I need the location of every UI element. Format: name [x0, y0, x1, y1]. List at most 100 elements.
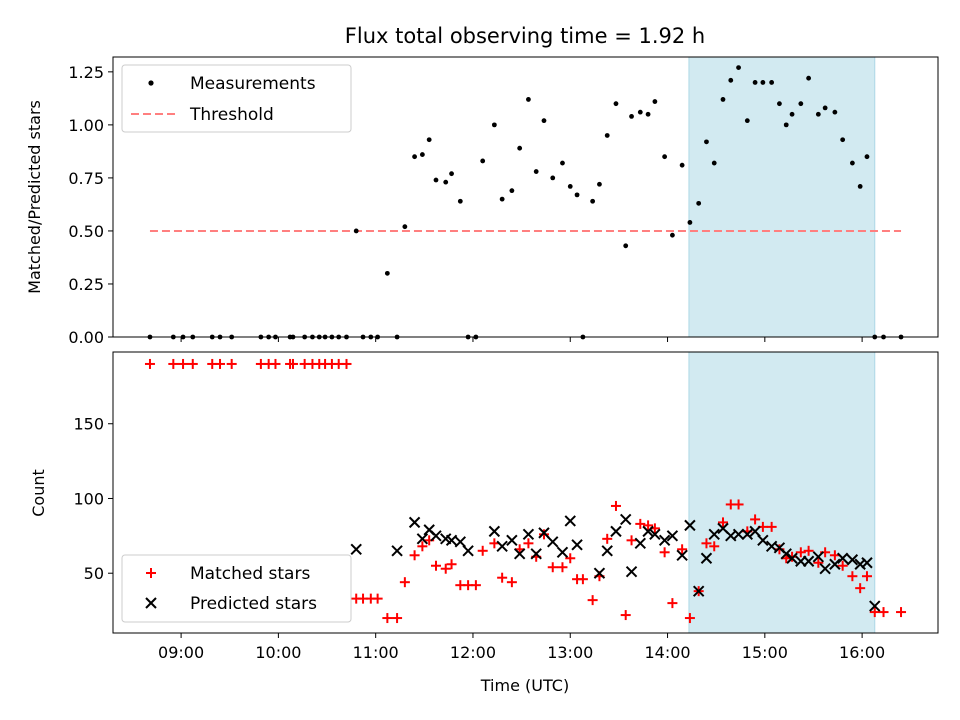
- predicted-star-point: [732, 528, 745, 541]
- predicted-star-point: [666, 530, 679, 542]
- measurement-point: [806, 75, 812, 81]
- matched-star-point: [733, 499, 744, 510]
- measurement-point: [789, 111, 795, 117]
- predicted-star-point: [757, 534, 769, 547]
- matched-star-point: [717, 517, 728, 528]
- predicted-star-point: [819, 563, 831, 575]
- matched-star-point: [409, 550, 420, 561]
- legend-matched-marker: [146, 568, 156, 578]
- top-y-ticks: 0.00 0.25 0.50 0.75 1.00 1.25: [68, 63, 113, 347]
- matched-star-point: [847, 571, 858, 582]
- predicted-star-point: [564, 515, 576, 527]
- x-axis-label: Time (UTC): [480, 676, 569, 695]
- measurement-point: [728, 77, 734, 83]
- bottom-y-ticks: 50 100 150: [73, 415, 113, 583]
- matched-star-point: [470, 580, 481, 591]
- bottom-legend: Matched stars Predicted stars: [121, 554, 352, 623]
- measurement-point: [832, 109, 838, 115]
- predicted-star-point: [445, 534, 458, 547]
- predicted-star-point: [684, 519, 696, 532]
- predicted-star-point: [619, 513, 632, 526]
- legend-measurements-label: Measurements: [190, 74, 316, 94]
- measurement-point: [550, 175, 556, 181]
- matched-star-point: [399, 577, 410, 588]
- matched-star-point: [896, 607, 907, 618]
- measurement-point: [426, 137, 432, 143]
- measurement-point: [720, 97, 726, 102]
- measurement-point: [736, 65, 741, 71]
- measurement-point: [491, 122, 497, 128]
- predicted-star-point: [547, 536, 559, 548]
- measurement-point: [449, 171, 454, 177]
- measurement-point: [629, 113, 634, 119]
- matched-star-point: [226, 358, 237, 369]
- predicted-star-point: [829, 558, 841, 570]
- measurement-point: [499, 196, 505, 202]
- measurement-point: [798, 101, 804, 107]
- measurement-point: [783, 122, 789, 128]
- measurement-point: [353, 228, 359, 234]
- predicted-star-point: [836, 552, 849, 564]
- predicted-star-point: [676, 549, 688, 561]
- measurement-point: [864, 154, 870, 160]
- matched-star-point: [270, 358, 281, 369]
- bottom-legend-box: [121, 554, 352, 623]
- measurement-point: [433, 177, 439, 183]
- measurement-point: [637, 109, 643, 115]
- measurement-point: [670, 232, 675, 238]
- legend-measurements-marker: [148, 80, 154, 86]
- predicted-star-point: [593, 567, 606, 579]
- matched-star-point: [382, 613, 393, 624]
- measurement-point: [752, 80, 758, 85]
- legend-predicted-label: Predicted stars: [190, 594, 317, 614]
- matched-star-point: [602, 533, 613, 544]
- matched-star-point: [701, 538, 712, 549]
- legend-predicted-marker: [145, 597, 157, 609]
- measurement-point: [687, 220, 693, 225]
- measurement-point: [604, 133, 610, 138]
- bottom-y-tick-label: 100: [73, 489, 104, 508]
- matched-star-point: [187, 358, 198, 369]
- predicted-star-point: [496, 540, 508, 553]
- x-tick-label: 09:00: [158, 643, 204, 662]
- predicted-star-point: [538, 527, 550, 539]
- predicted-star-point: [391, 545, 403, 557]
- measurement-point: [849, 160, 855, 166]
- top-y-tick-label: 1.25: [68, 63, 104, 82]
- matched-star-point: [477, 545, 488, 556]
- measurement-point: [744, 118, 750, 124]
- top-shaded-interval: [688, 56, 876, 338]
- matched-star-point: [178, 358, 189, 369]
- x-tick-label: 13:00: [547, 643, 593, 662]
- matched-star-point: [538, 529, 549, 540]
- matched-star-point: [392, 613, 403, 624]
- measurement-point: [384, 270, 390, 276]
- matched-star-point: [869, 607, 880, 618]
- predicted-star-point: [408, 516, 421, 529]
- matched-star-point: [635, 518, 646, 529]
- predicted-star-point: [556, 546, 569, 558]
- measurement-point: [769, 80, 775, 85]
- matched-star-point: [855, 583, 866, 594]
- x-tick-label: 12:00: [450, 643, 496, 662]
- matched-star-point: [430, 560, 441, 571]
- predicted-star-point: [649, 528, 661, 541]
- x-tick-label: 16:00: [839, 643, 885, 662]
- matched-star-point: [341, 358, 352, 369]
- predicted-star-point: [625, 566, 638, 578]
- matched-star-point: [610, 500, 621, 511]
- predicted-star-point: [522, 528, 535, 541]
- measurement-point: [652, 99, 658, 104]
- predicted-star-point: [741, 528, 754, 541]
- predicted-star-point: [610, 525, 622, 538]
- measurement-point: [662, 154, 668, 160]
- measurement-point: [574, 192, 580, 198]
- matched-star-point: [795, 547, 806, 558]
- measurement-point: [597, 181, 602, 187]
- top-y-tick-label: 0.50: [68, 222, 104, 241]
- predicted-star-point: [869, 600, 881, 612]
- top-legend-box: [121, 64, 352, 133]
- top-axes-frame: [112, 56, 939, 338]
- x-tick-label: 11:00: [353, 643, 399, 662]
